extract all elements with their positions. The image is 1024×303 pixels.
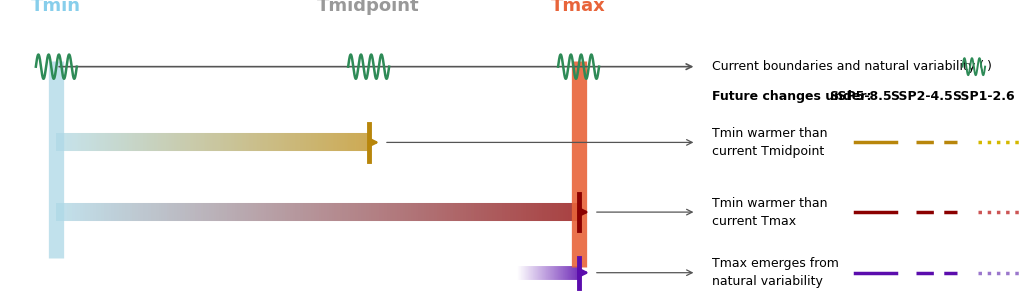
Text: SSP2-4.5: SSP2-4.5 <box>890 91 953 103</box>
Text: SSP5-8.5: SSP5-8.5 <box>828 91 892 103</box>
Text: ): ) <box>987 60 992 73</box>
Text: Current boundaries and natural variability (: Current boundaries and natural variabili… <box>712 60 984 73</box>
Text: SSP1-2.6: SSP1-2.6 <box>951 91 1015 103</box>
Text: Future changes under:: Future changes under: <box>712 91 871 103</box>
Text: Tmin warmer than
current Tmax: Tmin warmer than current Tmax <box>712 197 827 228</box>
Text: Tmax emerges from
natural variability: Tmax emerges from natural variability <box>712 257 839 288</box>
Text: Tmin warmer than
current Tmidpoint: Tmin warmer than current Tmidpoint <box>712 127 827 158</box>
Text: Tmidpoint: Tmidpoint <box>317 0 420 15</box>
Text: Tmax: Tmax <box>551 0 606 15</box>
Text: Tmin: Tmin <box>32 0 81 15</box>
